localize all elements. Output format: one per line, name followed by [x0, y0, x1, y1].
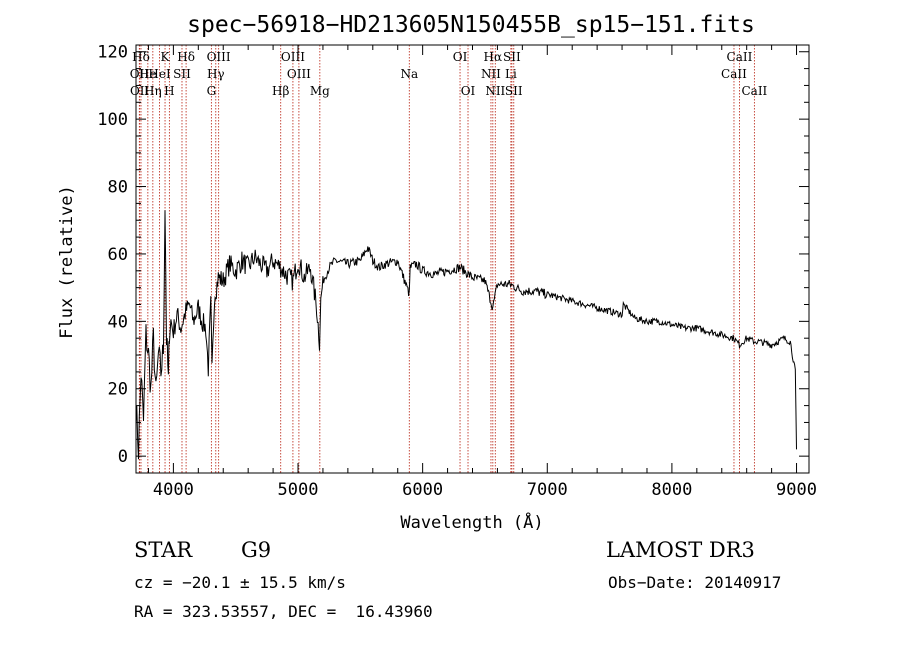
- spectral-line-label-1: OII: [130, 67, 150, 81]
- spectral-line-label-5: K: [161, 50, 171, 64]
- y-axis-ticks: 0 20 40 60 80 100 120: [97, 43, 809, 467]
- spectral-line-label-28: CaII: [741, 84, 767, 98]
- y-tick-label-3: 60: [108, 245, 128, 265]
- spectral-line-label-4: Hη: [144, 84, 162, 98]
- object-class: STAR: [134, 538, 193, 562]
- y-axis-label: Flux (relative): [57, 185, 77, 339]
- x-tick-label-2: 6000: [402, 480, 443, 500]
- spectral-line-label-0: Hδ: [132, 50, 150, 64]
- spectral-line-label-10: OIII: [207, 50, 231, 64]
- spectral-line-label-7: H: [164, 84, 174, 98]
- y-tick-label-6: 120: [97, 43, 128, 63]
- plot-frame: [135, 44, 810, 474]
- chart-title: spec−56918−HD213605N150455B_sp15−151.fit…: [187, 12, 755, 38]
- x-tick-label-1: 5000: [278, 480, 319, 500]
- spectral-line-label-16: Mg: [310, 84, 330, 98]
- spectral-line-label-18: OI: [453, 50, 468, 64]
- spectral-line-markers: [138, 45, 755, 473]
- spectral-line-label-23: SII: [503, 50, 521, 64]
- spectral-line-label-22: NII: [485, 84, 505, 98]
- spectral-line-label-17: Na: [400, 67, 418, 81]
- spectral-line-label-19: OI: [461, 84, 476, 98]
- spectral-line-label-9: SII: [173, 67, 191, 81]
- x-axis-label: Wavelength (Å): [400, 511, 543, 533]
- spectral-line-label-14: OIII: [281, 50, 305, 64]
- spectral-line-label-26: CaII: [727, 50, 753, 64]
- x-tick-label-5: 9000: [776, 480, 817, 500]
- spectral-line-label-8: Hδ: [177, 50, 195, 64]
- spectral-line-label-12: G: [207, 84, 217, 98]
- spectral-line-label-25: SII: [505, 84, 523, 98]
- spectral-subclass: G9: [241, 538, 272, 562]
- x-tick-label-3: 7000: [527, 480, 568, 500]
- y-tick-label-4: 80: [108, 178, 128, 198]
- y-tick-label-0: 0: [118, 447, 128, 467]
- spectral-line-label-27: CaII: [721, 67, 747, 81]
- spectrum-series: [135, 210, 797, 460]
- x-axis-ticks: 4000 5000 6000 7000 8000 9000: [147, 45, 817, 500]
- y-tick-label-5: 100: [97, 110, 128, 130]
- y-tick-label-2: 40: [108, 312, 128, 332]
- spectral-line-label-6: HeI: [148, 67, 171, 81]
- redshift-cz: cz = −20.1 ± 15.5 km/s: [134, 573, 346, 592]
- spectral-line-label-21: NII: [481, 67, 501, 81]
- coordinates: RA = 323.53557, DEC = 16.43960: [134, 602, 433, 621]
- y-tick-label-1: 20: [108, 380, 128, 400]
- spectral-line-label-11: Hγ: [207, 67, 225, 81]
- spectral-line-label-2: OII: [130, 84, 150, 98]
- obs-date: Obs−Date: 20140917: [608, 573, 782, 592]
- spectral-line-label-20: Hα: [484, 50, 503, 64]
- x-tick-label-0: 4000: [153, 480, 194, 500]
- spectral-line-label-13: Hβ: [272, 84, 289, 98]
- survey-name: LAMOST DR3: [606, 538, 755, 562]
- spectral-line-label-24: Li: [505, 67, 517, 81]
- x-tick-label-4: 8000: [651, 480, 692, 500]
- spectral-line-label-3: He: [139, 67, 157, 81]
- spectral-line-label-15: OIII: [287, 67, 311, 81]
